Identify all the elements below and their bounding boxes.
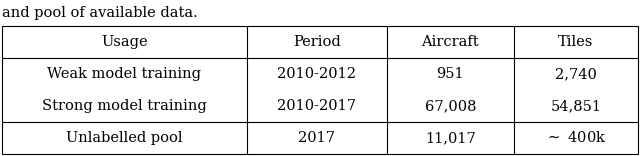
Text: and pool of available data.: and pool of available data. xyxy=(2,6,198,20)
Text: 2017: 2017 xyxy=(298,131,335,145)
Text: 2,740: 2,740 xyxy=(555,67,597,81)
Text: Aircraft: Aircraft xyxy=(422,35,479,49)
Text: Unlabelled pool: Unlabelled pool xyxy=(66,131,182,145)
Text: 951: 951 xyxy=(436,67,464,81)
Text: 2010-2017: 2010-2017 xyxy=(277,99,356,113)
Text: Strong model training: Strong model training xyxy=(42,99,207,113)
Text: Period: Period xyxy=(293,35,340,49)
Text: 2010-2012: 2010-2012 xyxy=(277,67,356,81)
Text: 54,851: 54,851 xyxy=(550,99,602,113)
Text: 67,008: 67,008 xyxy=(424,99,476,113)
Text: Tiles: Tiles xyxy=(558,35,594,49)
Text: $\sim$ 400k: $\sim$ 400k xyxy=(545,131,607,146)
Text: Usage: Usage xyxy=(101,35,148,49)
Text: Weak model training: Weak model training xyxy=(47,67,202,81)
Text: 11,017: 11,017 xyxy=(425,131,476,145)
